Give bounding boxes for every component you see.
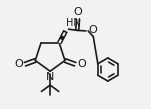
Text: HN: HN: [66, 18, 81, 28]
Text: O: O: [14, 59, 23, 69]
Text: O: O: [88, 25, 97, 35]
Text: N: N: [46, 72, 54, 82]
Text: O: O: [74, 7, 82, 17]
Text: O: O: [77, 59, 86, 69]
